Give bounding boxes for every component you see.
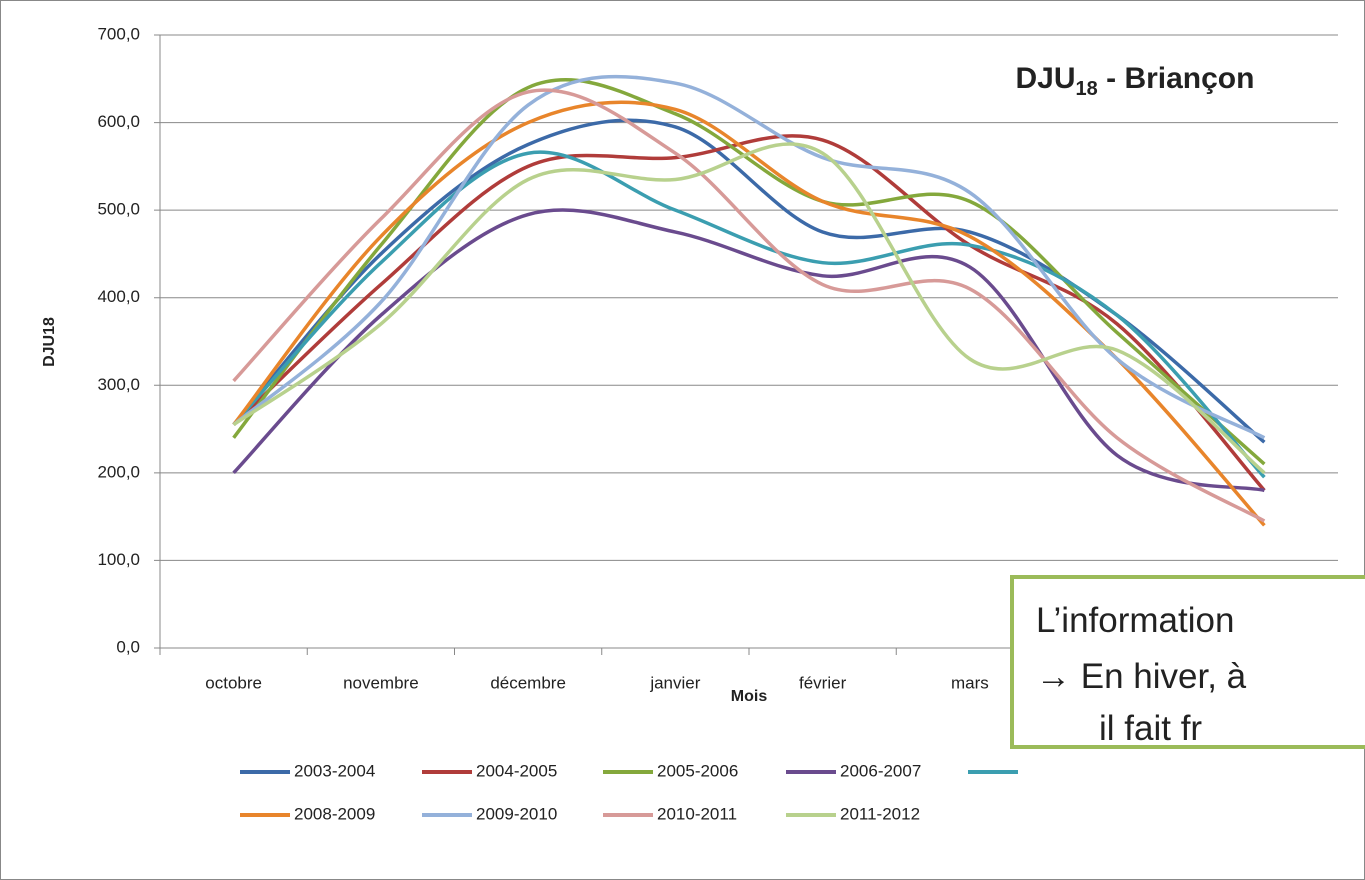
y-tick-label: 400,0 [97, 287, 140, 306]
y-tick-label: 600,0 [97, 112, 140, 131]
y-tick-label: 0,0 [116, 637, 140, 656]
x-tick-label: mars [951, 673, 989, 692]
legend-label: 2011-2012 [840, 804, 920, 823]
y-tick-label: 300,0 [97, 375, 140, 394]
legend-label: 2005-2006 [657, 761, 738, 780]
y-axis-label: DJU18 [41, 317, 58, 367]
series-line [232, 134, 1266, 492]
legend-label: 2010-2011 [657, 804, 737, 823]
x-axis-label: Mois [731, 688, 768, 705]
callout: L’information → En hiver, à il fait fr [1010, 575, 1365, 749]
chart-title: DJU18 - Briançon [1016, 62, 1255, 100]
y-tick-label: 700,0 [97, 24, 140, 43]
series-line [232, 142, 1266, 475]
callout-line: L’information [1036, 601, 1235, 640]
legend-label: 2003-2004 [294, 761, 375, 780]
x-tick-label: février [799, 673, 847, 692]
y-tick-label: 500,0 [97, 200, 140, 219]
legend-label: 2008-2009 [294, 804, 375, 823]
x-tick-label: octobre [205, 673, 262, 692]
y-tick-label: 200,0 [97, 462, 140, 481]
x-tick-label: janvier [649, 673, 700, 692]
x-tick-label: novembre [343, 673, 419, 692]
y-tick-label: 100,0 [97, 550, 140, 569]
series-line [232, 150, 1266, 479]
series-line [232, 74, 1266, 440]
x-tick-label: décembre [490, 673, 566, 692]
legend-label: 2009-2010 [476, 804, 557, 823]
legend-label: 2004-2005 [476, 761, 557, 780]
series-line [232, 88, 1266, 523]
series-line [232, 208, 1265, 493]
legend-label: 2006-2007 [840, 761, 921, 780]
callout-line: il fait fr [1099, 709, 1203, 748]
callout-line: → En hiver, à [1036, 657, 1247, 696]
